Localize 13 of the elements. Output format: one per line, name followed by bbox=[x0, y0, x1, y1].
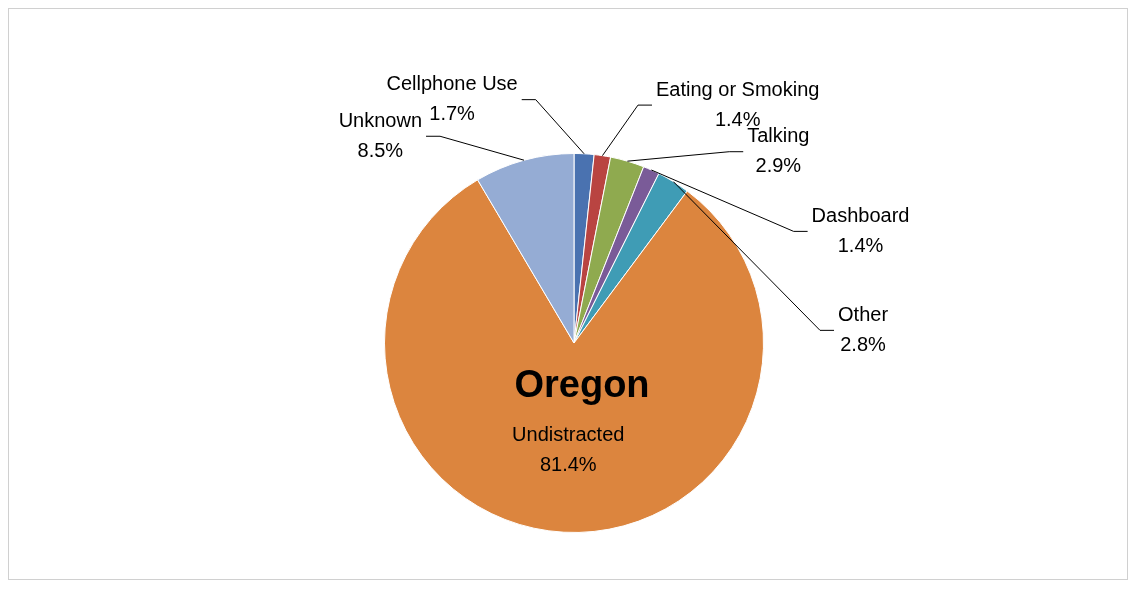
slice-label: Unknown bbox=[338, 108, 423, 131]
data-label: 1.4% bbox=[837, 233, 884, 256]
data-label: 1.7% bbox=[429, 102, 476, 125]
slice-label: Cellphone Use bbox=[386, 72, 518, 95]
slice-label: Other bbox=[838, 302, 889, 325]
data-label: 2.8% bbox=[840, 332, 887, 355]
data-label: 81.4% bbox=[539, 453, 597, 476]
data-label: 8.5% bbox=[357, 138, 404, 161]
slice-label: Dashboard bbox=[811, 203, 910, 226]
slice-label: Eating or Smoking bbox=[655, 77, 820, 100]
text: Oregon bbox=[514, 363, 650, 406]
slice-label: Undistracted bbox=[512, 423, 625, 446]
data-label: 2.9% bbox=[755, 154, 802, 177]
